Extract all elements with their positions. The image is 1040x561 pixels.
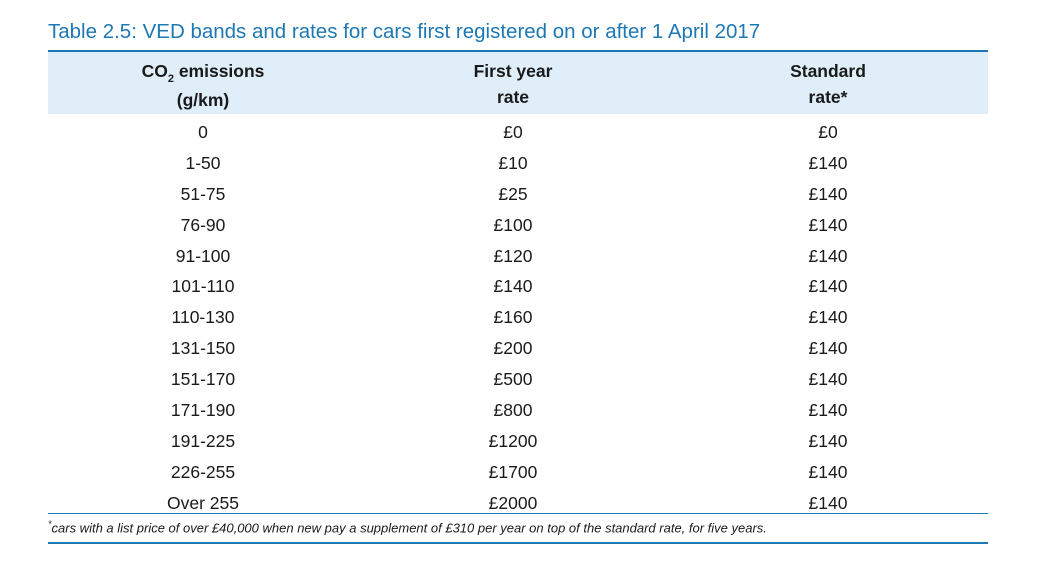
cell-first-year-rate: £1700 bbox=[488, 461, 538, 482]
cell-standard-rate: £140 bbox=[808, 276, 848, 297]
header-first-year-rate: First year rate bbox=[473, 61, 553, 107]
cell-standard-rate: £140 bbox=[808, 183, 848, 204]
cell-standard-rate: £0 bbox=[818, 122, 838, 142]
cell-emissions: 1-50 bbox=[185, 152, 221, 173]
cell-emissions: Over 255 bbox=[167, 492, 239, 513]
cell-emissions: 0 bbox=[198, 122, 208, 142]
cell-first-year-rate: £1200 bbox=[488, 430, 538, 451]
table-title: Table 2.5: VED bands and rates for cars … bbox=[48, 20, 761, 43]
table-row: 110-130 £160 £140 bbox=[48, 302, 988, 333]
cell-emissions: 51-75 bbox=[180, 183, 226, 204]
cell-emissions: 110-130 bbox=[171, 307, 235, 328]
cell-first-year-rate: £200 bbox=[493, 338, 533, 359]
cell-first-year-rate: £160 bbox=[493, 307, 533, 328]
cell-standard-rate: £140 bbox=[808, 152, 848, 173]
cell-first-year-rate: £120 bbox=[493, 245, 533, 266]
footnote: *cars with a list price of over £40,000 … bbox=[48, 519, 767, 536]
cell-standard-rate: £140 bbox=[808, 492, 848, 513]
cell-first-year-rate: £2000 bbox=[488, 492, 538, 513]
cell-first-year-rate: £140 bbox=[493, 276, 533, 297]
table-row: 191-225 £1200 £140 bbox=[48, 426, 988, 457]
cell-standard-rate: £140 bbox=[808, 430, 848, 451]
cell-standard-rate: £140 bbox=[808, 307, 848, 328]
table-row: 131-150 £200 £140 bbox=[48, 333, 988, 364]
cell-emissions: 76-90 bbox=[180, 214, 226, 235]
table-body: 0 £0 £0 1-50 £10 £140 51-75 £25 £140 76-90 £100 £14… bbox=[48, 114, 988, 519]
cell-standard-rate: £140 bbox=[808, 338, 848, 359]
cell-first-year-rate: £100 bbox=[493, 214, 533, 235]
table-row: 101-110 £140 £140 bbox=[48, 271, 988, 302]
table-row: Over 255 £2000 £140 bbox=[48, 488, 988, 519]
cell-first-year-rate: £800 bbox=[493, 400, 533, 421]
footnote-divider bbox=[48, 542, 988, 544]
cell-emissions: 226-255 bbox=[170, 461, 236, 482]
cell-standard-rate: £140 bbox=[808, 461, 848, 482]
cell-emissions: 151-170 bbox=[170, 369, 236, 390]
cell-emissions: 171-190 bbox=[170, 400, 236, 421]
table-row: 1-50 £10 £140 bbox=[48, 148, 988, 179]
cell-emissions: 91-100 bbox=[175, 245, 231, 266]
table-row: 151-170 £500 £140 bbox=[48, 364, 988, 395]
cell-emissions: 191-225 bbox=[170, 430, 236, 451]
title-divider bbox=[48, 50, 988, 52]
cell-first-year-rate: £10 bbox=[498, 152, 528, 173]
header-standard-rate: Standard rate* bbox=[790, 61, 866, 107]
cell-standard-rate: £140 bbox=[808, 400, 848, 421]
header-co2-emissions: CO2 emissions (g/km) bbox=[141, 61, 265, 110]
table-row: 51-75 £25 £140 bbox=[48, 179, 988, 210]
cell-standard-rate: £140 bbox=[808, 245, 848, 266]
table-row: 76-90 £100 £140 bbox=[48, 210, 988, 241]
ved-rates-table: CO2 emissions (g/km) First year rate Sta… bbox=[48, 52, 988, 519]
cell-first-year-rate: £25 bbox=[498, 183, 528, 204]
table-row: 0 £0 £0 bbox=[48, 117, 988, 148]
table-bottom-divider bbox=[48, 513, 988, 514]
cell-first-year-rate: £500 bbox=[493, 369, 533, 390]
table-row: 226-255 £1700 £140 bbox=[48, 457, 988, 488]
cell-first-year-rate: £0 bbox=[503, 122, 523, 142]
table-row: 171-190 £800 £140 bbox=[48, 395, 988, 426]
cell-emissions: 131-150 bbox=[170, 338, 236, 359]
cell-standard-rate: £140 bbox=[808, 369, 848, 390]
cell-standard-rate: £140 bbox=[808, 214, 848, 235]
table-row: 91-100 £120 £140 bbox=[48, 241, 988, 272]
cell-emissions: 101-110 bbox=[171, 276, 235, 297]
table-header: CO2 emissions (g/km) First year rate Sta… bbox=[48, 52, 988, 114]
